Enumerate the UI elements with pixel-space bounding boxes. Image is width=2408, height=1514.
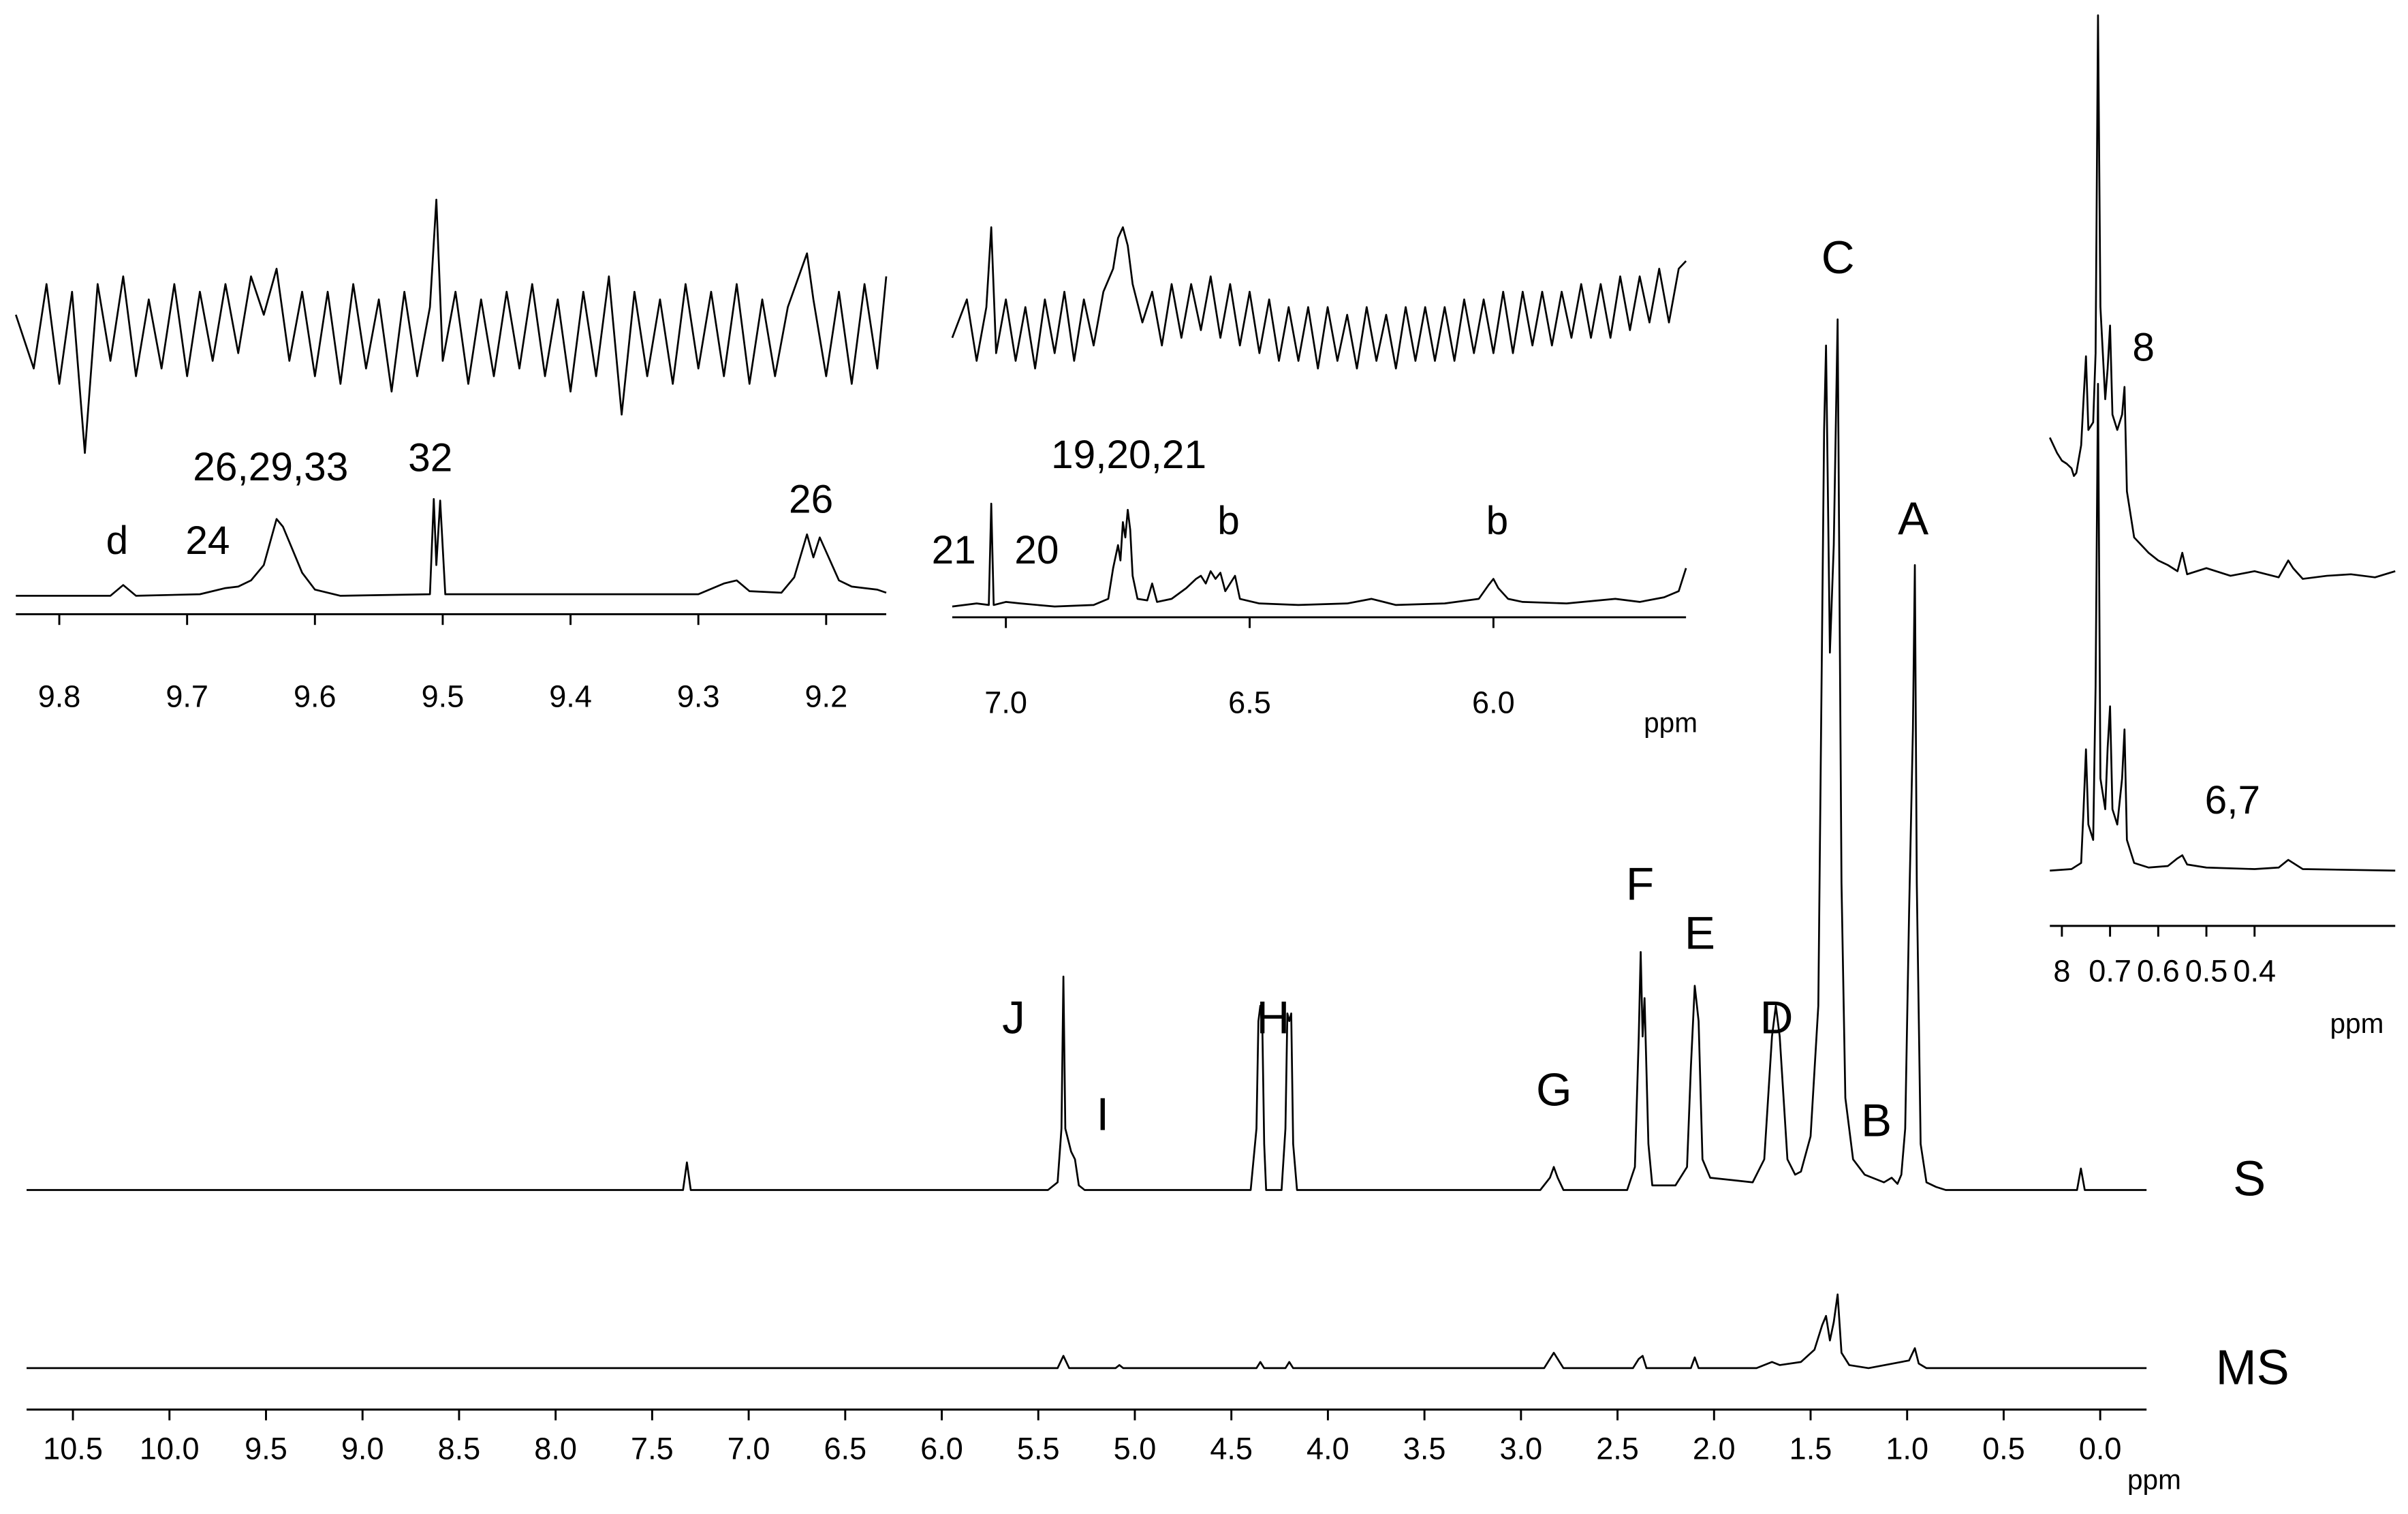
x-tick-label: 8 [2053, 954, 2070, 989]
x-axis-label: ppm [2127, 1464, 2181, 1495]
x-tick-label: 9.3 [677, 679, 720, 713]
peak-label: 26 [789, 477, 833, 521]
x-tick-label: 2.5 [1596, 1432, 1639, 1466]
x-axis-label: ppm [2330, 1008, 2383, 1039]
peak-label: C [1821, 232, 1855, 283]
series-label: S [2233, 1152, 2266, 1206]
peak-label: H [1256, 992, 1289, 1043]
peak-label: B [1861, 1095, 1892, 1146]
x-tick-label: 4.5 [1210, 1432, 1253, 1466]
peak-label: 19,20,21 [1051, 433, 1206, 477]
x-tick-label: 7.0 [984, 685, 1027, 720]
spectrum-trace [27, 1293, 2147, 1370]
peak-label: F [1626, 859, 1654, 910]
spectrum-trace [951, 226, 1687, 370]
x-tick-label: 2.0 [1693, 1432, 1736, 1466]
peak-label: A [1898, 493, 1928, 544]
x-tick-label: 9.8 [38, 679, 81, 713]
x-tick-label: 8.0 [534, 1432, 577, 1466]
x-tick-label: 3.5 [1403, 1432, 1446, 1466]
x-tick-label: 0.4 [2233, 954, 2276, 989]
x-tick-label: 0.7 [2089, 954, 2131, 989]
x-tick-label: 6.0 [920, 1432, 963, 1466]
x-tick-label: 0.5 [1982, 1432, 2025, 1466]
x-tick-label: 9.7 [166, 679, 208, 713]
peak-label: 20 [1014, 528, 1059, 572]
peak-label: 32 [408, 436, 452, 480]
x-tick-label: 9.6 [294, 679, 337, 713]
peak-label: 8 [2132, 325, 2155, 369]
x-tick-label: 6.5 [824, 1432, 866, 1466]
spectrum-trace [2050, 383, 2396, 872]
x-tick-label: 3.0 [1500, 1432, 1543, 1466]
x-tick-label: 9.0 [341, 1432, 384, 1466]
x-tick-label: 9.4 [549, 679, 592, 713]
peak-label: I [1096, 1089, 1109, 1140]
x-tick-label: 8.5 [438, 1432, 481, 1466]
peak-label: d [106, 519, 129, 563]
peak-label: 21 [932, 528, 976, 572]
x-tick-label: 0.6 [2137, 954, 2180, 989]
x-tick-label: 10.0 [140, 1432, 200, 1466]
x-tick-label: 5.0 [1114, 1432, 1157, 1466]
x-tick-label: 5.5 [1017, 1432, 1060, 1466]
spectrum-trace [2048, 14, 2396, 580]
peak-label: G [1536, 1064, 1572, 1115]
peak-label: b [1217, 499, 1240, 543]
peak-label: E [1685, 908, 1715, 959]
x-tick-label: 9.2 [805, 679, 848, 713]
x-tick-label: 0.0 [2079, 1432, 2122, 1466]
spectrum-trace [27, 318, 2147, 1191]
peak-label: 26,29,33 [193, 445, 348, 489]
x-tick-label: 10.5 [43, 1432, 103, 1466]
x-tick-label: 0.5 [2185, 954, 2228, 989]
peak-label: b [1486, 499, 1509, 543]
x-tick-label: 1.0 [1886, 1432, 1928, 1466]
x-tick-label: 6.0 [1472, 685, 1515, 720]
peak-label: D [1760, 992, 1794, 1043]
spectrum-trace [952, 502, 1687, 608]
series-label: MS [2216, 1340, 2289, 1395]
peak-label: J [1002, 992, 1025, 1043]
x-tick-label: 7.5 [631, 1432, 674, 1466]
spectrum-trace [16, 498, 887, 597]
peak-label: 6,7 [2205, 778, 2260, 822]
peak-label: 24 [185, 519, 230, 563]
x-tick-label: 4.0 [1307, 1432, 1349, 1466]
x-tick-label: 9.5 [422, 679, 465, 713]
spectrum-trace [14, 198, 888, 454]
x-tick-label: 6.5 [1228, 685, 1271, 720]
x-tick-label: 1.5 [1789, 1432, 1832, 1466]
x-tick-label: 9.5 [245, 1432, 287, 1466]
x-axis-label: ppm [1644, 707, 1698, 738]
x-tick-label: 7.0 [728, 1432, 770, 1466]
